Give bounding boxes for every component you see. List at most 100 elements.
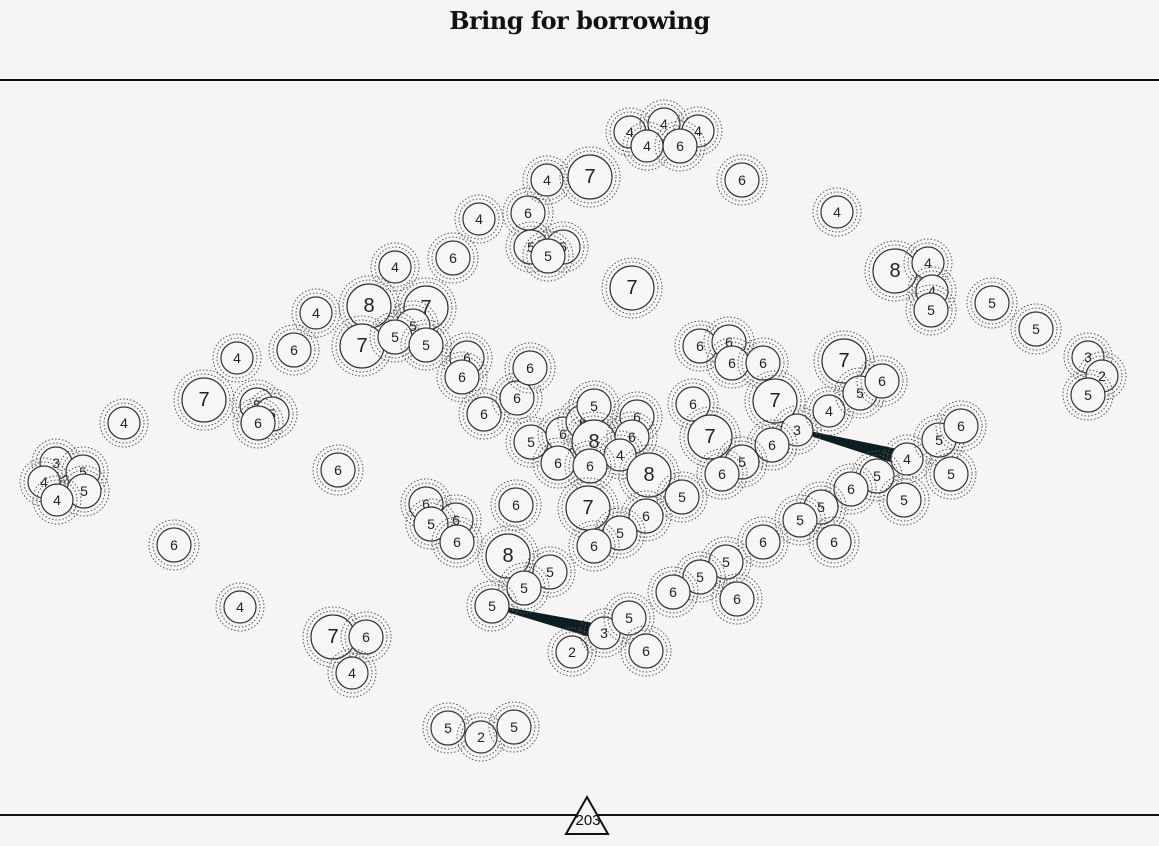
island-27[interactable]: 4 <box>454 194 504 244</box>
island-circle[interactable] <box>512 350 548 386</box>
island-circle[interactable] <box>628 633 664 669</box>
island-98[interactable]: 6 <box>825 463 877 515</box>
island-93[interactable]: 6 <box>856 355 908 407</box>
island-52[interactable]: 6 <box>654 120 706 172</box>
island-circle[interactable] <box>348 619 384 655</box>
island-circle[interactable] <box>299 296 333 330</box>
island-55[interactable]: 7 <box>601 257 663 319</box>
island-0[interactable]: 4 <box>99 398 149 448</box>
island-38[interactable]: 8 <box>477 525 539 587</box>
island-89[interactable]: 6 <box>696 448 748 500</box>
island-circle[interactable] <box>576 528 612 564</box>
island-15[interactable]: 6 <box>312 444 364 496</box>
island-117[interactable]: 5 <box>1062 369 1114 421</box>
island-circle[interactable] <box>276 332 312 368</box>
island-84[interactable]: 7 <box>679 406 741 468</box>
island-94[interactable]: 4 <box>882 434 932 484</box>
island-85[interactable]: 7 <box>744 370 806 432</box>
island-circle[interactable] <box>499 380 535 416</box>
island-75[interactable]: 6 <box>620 625 672 677</box>
island-circle[interactable] <box>603 438 637 472</box>
island-25[interactable]: 4 <box>370 242 420 292</box>
island-68[interactable]: 7 <box>557 477 619 539</box>
island-37[interactable]: 6 <box>490 479 542 531</box>
island-113[interactable]: 5 <box>966 277 1018 329</box>
island-66[interactable]: 8 <box>618 444 680 506</box>
island-circle[interactable] <box>886 482 922 518</box>
island-circle[interactable] <box>444 359 480 395</box>
island-112[interactable]: 5 <box>905 284 957 336</box>
island-circle[interactable] <box>378 250 412 284</box>
island-6[interactable]: 6 <box>148 519 200 571</box>
island-87[interactable]: 6 <box>746 419 798 471</box>
island-53[interactable]: 6 <box>716 154 768 206</box>
island-32[interactable]: 6 <box>504 342 556 394</box>
island-circle[interactable] <box>156 527 192 563</box>
island-29[interactable]: 6 <box>436 351 488 403</box>
island-97[interactable]: 5 <box>851 450 903 502</box>
island-24[interactable]: 5 <box>400 319 452 371</box>
island-47[interactable]: 5 <box>522 230 574 282</box>
island-7[interactable]: 4 <box>215 582 265 632</box>
island-circle[interactable] <box>530 163 564 197</box>
island-circle[interactable] <box>485 533 531 579</box>
island-107[interactable]: 6 <box>647 566 699 618</box>
island-circle[interactable] <box>864 363 900 399</box>
island-circle[interactable] <box>933 456 969 492</box>
island-circle[interactable] <box>530 238 566 274</box>
island-circle[interactable] <box>572 448 608 484</box>
island-circle[interactable] <box>40 483 74 517</box>
island-circle[interactable] <box>567 154 613 200</box>
island-circle[interactable] <box>752 378 798 424</box>
island-circle[interactable] <box>820 195 854 229</box>
island-circle[interactable] <box>821 338 867 384</box>
island-circle[interactable] <box>628 498 664 534</box>
island-circle[interactable] <box>413 506 449 542</box>
island-41[interactable]: 5 <box>466 580 518 632</box>
island-56[interactable]: 5 <box>505 416 557 468</box>
island-circle[interactable] <box>611 600 647 636</box>
island-circle[interactable] <box>496 709 532 745</box>
island-71[interactable]: 6 <box>568 520 620 572</box>
island-13[interactable]: 6 <box>268 324 320 376</box>
island-103[interactable]: 5 <box>925 448 977 500</box>
island-circle[interactable] <box>320 452 356 488</box>
island-circle[interactable] <box>532 554 568 590</box>
island-circle[interactable] <box>435 240 471 276</box>
island-circle[interactable] <box>974 285 1010 321</box>
island-circle[interactable] <box>240 405 276 441</box>
island-35[interactable]: 5 <box>405 498 457 550</box>
island-circle[interactable] <box>1070 377 1106 413</box>
island-11[interactable]: 6 <box>232 397 284 449</box>
island-26[interactable]: 6 <box>427 232 479 284</box>
island-40[interactable]: 5 <box>498 562 550 614</box>
island-circle[interactable] <box>662 128 698 164</box>
island-circle[interactable] <box>609 265 655 311</box>
island-circle[interactable] <box>913 292 949 328</box>
island-circle[interactable] <box>555 635 589 669</box>
island-110[interactable]: 4 <box>903 238 953 288</box>
island-76[interactable]: 5 <box>422 702 474 754</box>
island-19[interactable]: 8 <box>338 275 400 337</box>
island-86[interactable]: 3 <box>772 405 822 455</box>
island-circle[interactable] <box>745 524 781 560</box>
island-54[interactable]: 4 <box>812 187 862 237</box>
island-102[interactable]: 5 <box>878 474 930 526</box>
island-91[interactable]: 7 <box>813 330 875 392</box>
island-circle[interactable] <box>223 590 257 624</box>
island-circle[interactable] <box>220 341 254 375</box>
island-circle[interactable] <box>466 396 502 432</box>
island-circle[interactable] <box>704 456 740 492</box>
island-circle[interactable] <box>655 574 691 610</box>
bridge-0[interactable] <box>491 604 606 641</box>
island-circle[interactable] <box>943 408 979 444</box>
island-17[interactable]: 6 <box>340 611 392 663</box>
island-108[interactable]: 6 <box>711 573 763 625</box>
island-14[interactable]: 4 <box>291 288 341 338</box>
island-circle[interactable] <box>682 559 718 595</box>
island-circle[interactable] <box>1018 311 1054 347</box>
island-circle[interactable] <box>687 414 733 460</box>
island-circle[interactable] <box>107 406 141 440</box>
island-circle[interactable] <box>833 471 869 507</box>
